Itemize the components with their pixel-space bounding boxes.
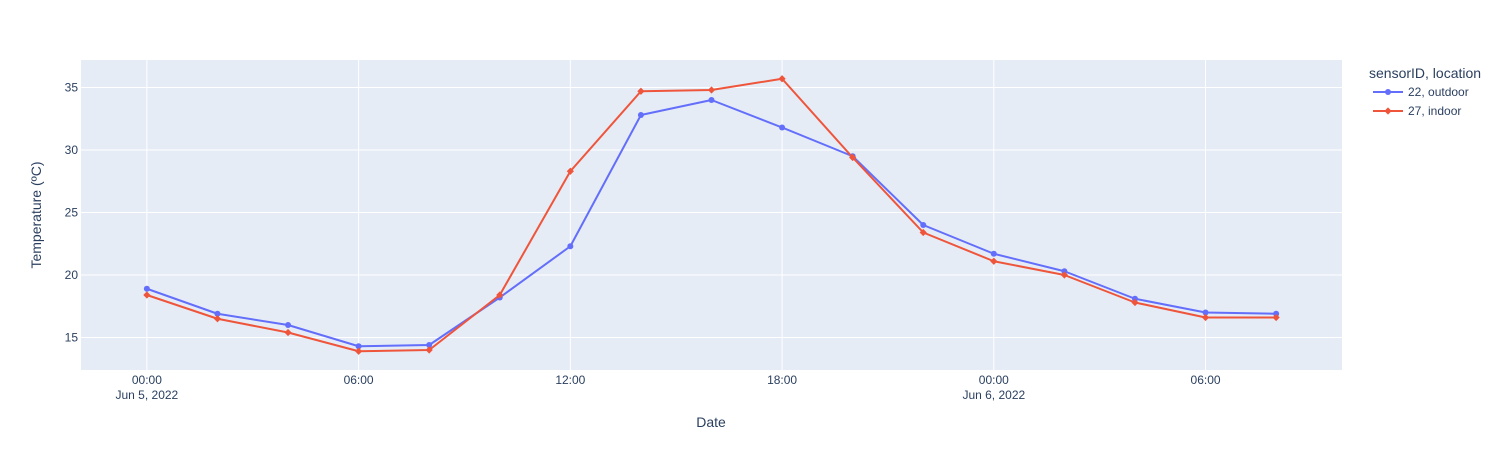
- data-point[interactable]: [1131, 298, 1139, 307]
- x-tick-label: 00:00: [132, 373, 162, 387]
- data-point[interactable]: [919, 228, 927, 237]
- data-point[interactable]: [920, 222, 927, 228]
- y-tick-label: 25: [65, 206, 79, 220]
- data-point[interactable]: [143, 285, 150, 292]
- legend-item[interactable]: 27, indoor: [1373, 104, 1461, 118]
- x-tick-date-label: Jun 5, 2022: [116, 388, 179, 402]
- x-tick-label: 00:00: [979, 373, 1009, 387]
- series-1: [143, 75, 1280, 355]
- y-axis-ticks: 15 20 25 30 35: [65, 81, 79, 345]
- data-point[interactable]: [214, 310, 221, 317]
- data-point[interactable]: [143, 291, 151, 299]
- data-point[interactable]: [355, 347, 363, 355]
- y-axis-title: Temperature (ºC): [28, 161, 44, 268]
- data-point[interactable]: [708, 97, 715, 103]
- data-point[interactable]: [778, 75, 786, 83]
- legend[interactable]: sensorID, location 22, outdoor 27, indoor: [1369, 65, 1481, 118]
- data-point[interactable]: [1272, 313, 1280, 322]
- series-0: [143, 97, 1280, 350]
- data-point[interactable]: [637, 87, 645, 95]
- gridlines: [81, 60, 1342, 370]
- data-point[interactable]: [1201, 313, 1210, 322]
- legend-marker[interactable]: [1385, 89, 1391, 95]
- y-tick-label: 30: [65, 143, 79, 157]
- series-layer: [143, 75, 1280, 355]
- legend-label: 22, outdoor: [1408, 85, 1469, 99]
- data-point[interactable]: [849, 153, 857, 162]
- data-point[interactable]: [213, 315, 222, 323]
- data-point[interactable]: [990, 250, 997, 257]
- y-tick-label: 15: [65, 331, 79, 345]
- data-point[interactable]: [567, 243, 574, 250]
- data-point[interactable]: [1202, 309, 1209, 316]
- data-point[interactable]: [285, 322, 292, 328]
- legend-marker[interactable]: [1384, 107, 1392, 115]
- y-tick-label: 35: [65, 81, 79, 95]
- data-point[interactable]: [1273, 310, 1280, 317]
- data-point[interactable]: [425, 346, 433, 354]
- data-point[interactable]: [496, 291, 504, 299]
- data-point[interactable]: [426, 342, 433, 348]
- legend-item[interactable]: 22, outdoor: [1373, 85, 1469, 99]
- x-tick-label: 18:00: [767, 373, 797, 387]
- x-axis-title: Date: [696, 414, 726, 430]
- data-point[interactable]: [990, 257, 998, 265]
- data-point[interactable]: [1060, 271, 1068, 279]
- data-point[interactable]: [779, 124, 786, 131]
- x-tick-label: 06:00: [1191, 373, 1221, 387]
- data-point[interactable]: [566, 167, 574, 175]
- data-point[interactable]: [284, 328, 292, 337]
- legend-label: 27, indoor: [1408, 104, 1461, 118]
- x-tick-label: 12:00: [555, 373, 585, 387]
- plot-background: [81, 60, 1342, 370]
- legend-items: 22, outdoor 27, indoor: [1373, 85, 1469, 118]
- data-point[interactable]: [355, 343, 362, 350]
- data-point[interactable]: [1131, 295, 1138, 302]
- data-point[interactable]: [1061, 268, 1068, 275]
- data-point[interactable]: [707, 86, 716, 94]
- x-tick-label: 06:00: [344, 373, 374, 387]
- data-point[interactable]: [637, 112, 644, 118]
- x-tick-date-label: Jun 6, 2022: [962, 388, 1025, 402]
- y-tick-label: 20: [65, 268, 79, 282]
- legend-title: sensorID, location: [1369, 65, 1481, 81]
